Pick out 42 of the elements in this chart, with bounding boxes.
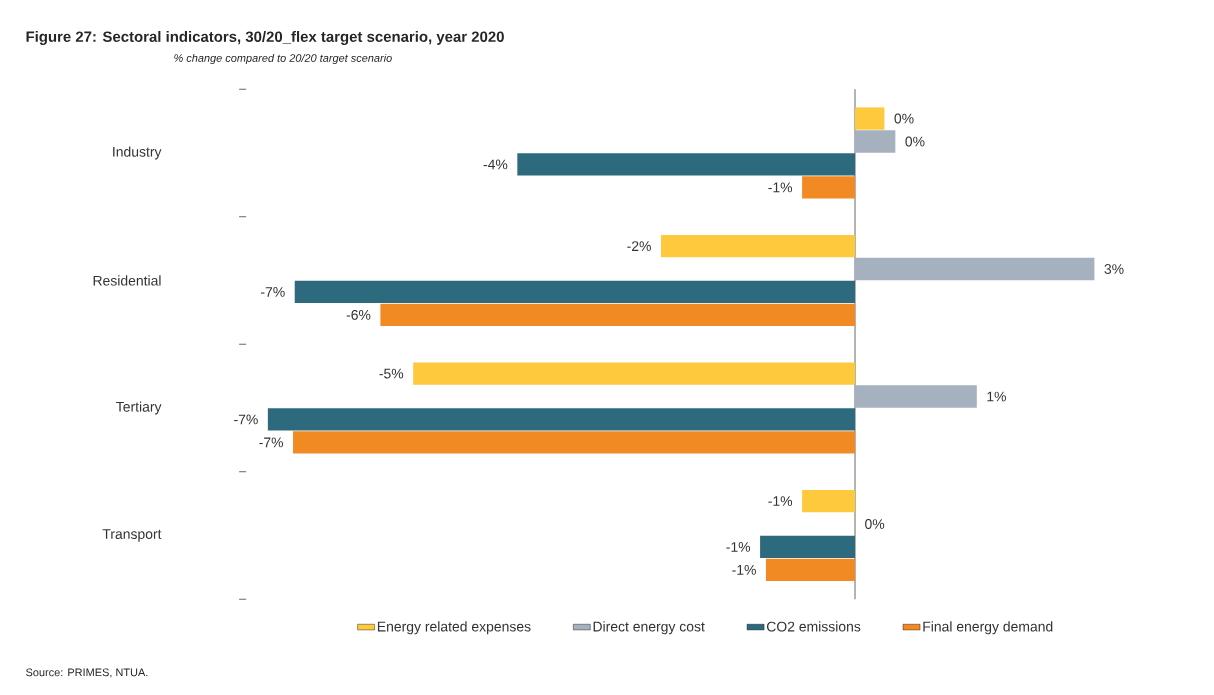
y-tick-label: Residential (93, 275, 161, 286)
data-label: -4% (483, 159, 508, 170)
data-label: -2% (627, 241, 651, 251)
source-note: Source: PRIMES, NTUA. (26, 668, 148, 678)
chart-title: Figure 27: Sectoral indicators, 30/20_flex target scenario, year 2020 (26, 30, 504, 45)
legend-label: CO2 emissions (766, 621, 861, 632)
bar (855, 130, 896, 153)
y-tick-label: Industry (113, 146, 162, 160)
bar (765, 558, 856, 582)
legend-label: Final energy demand (923, 621, 1053, 635)
legend-label: Energy related expenses (377, 621, 531, 635)
data-label: -6% (346, 309, 371, 320)
data-label: -7% (259, 437, 284, 448)
legend-label: Direct energy cost (593, 621, 705, 635)
bar (802, 176, 856, 199)
bar (380, 303, 856, 327)
y-tick-label: Tertiary (116, 401, 162, 415)
bar (660, 234, 856, 258)
bar (855, 257, 1095, 281)
bar (413, 362, 856, 385)
bar (760, 535, 856, 559)
bar (855, 385, 977, 408)
data-label: -1% (768, 182, 793, 193)
data-label: 0% (865, 519, 885, 529)
data-label: 1% (987, 391, 1006, 402)
data-label: -1% (732, 565, 756, 575)
data-label: 0% (905, 136, 925, 147)
data-label: 3% (1104, 264, 1124, 274)
data-label: -1% (768, 496, 793, 506)
chart-subtitle: % change compared to 20/20 target scenario (174, 53, 392, 65)
bar (802, 489, 856, 513)
data-label: -5% (379, 368, 404, 379)
y-tick-label: Transport (102, 529, 162, 542)
data-label: 0% (894, 113, 914, 124)
bar (855, 107, 885, 130)
bar (517, 153, 856, 176)
bar (267, 408, 856, 431)
data-label: -1% (726, 542, 751, 552)
bar (294, 280, 856, 304)
data-label: -7% (261, 287, 285, 297)
bar (293, 431, 856, 454)
data-label: -7% (234, 414, 258, 425)
